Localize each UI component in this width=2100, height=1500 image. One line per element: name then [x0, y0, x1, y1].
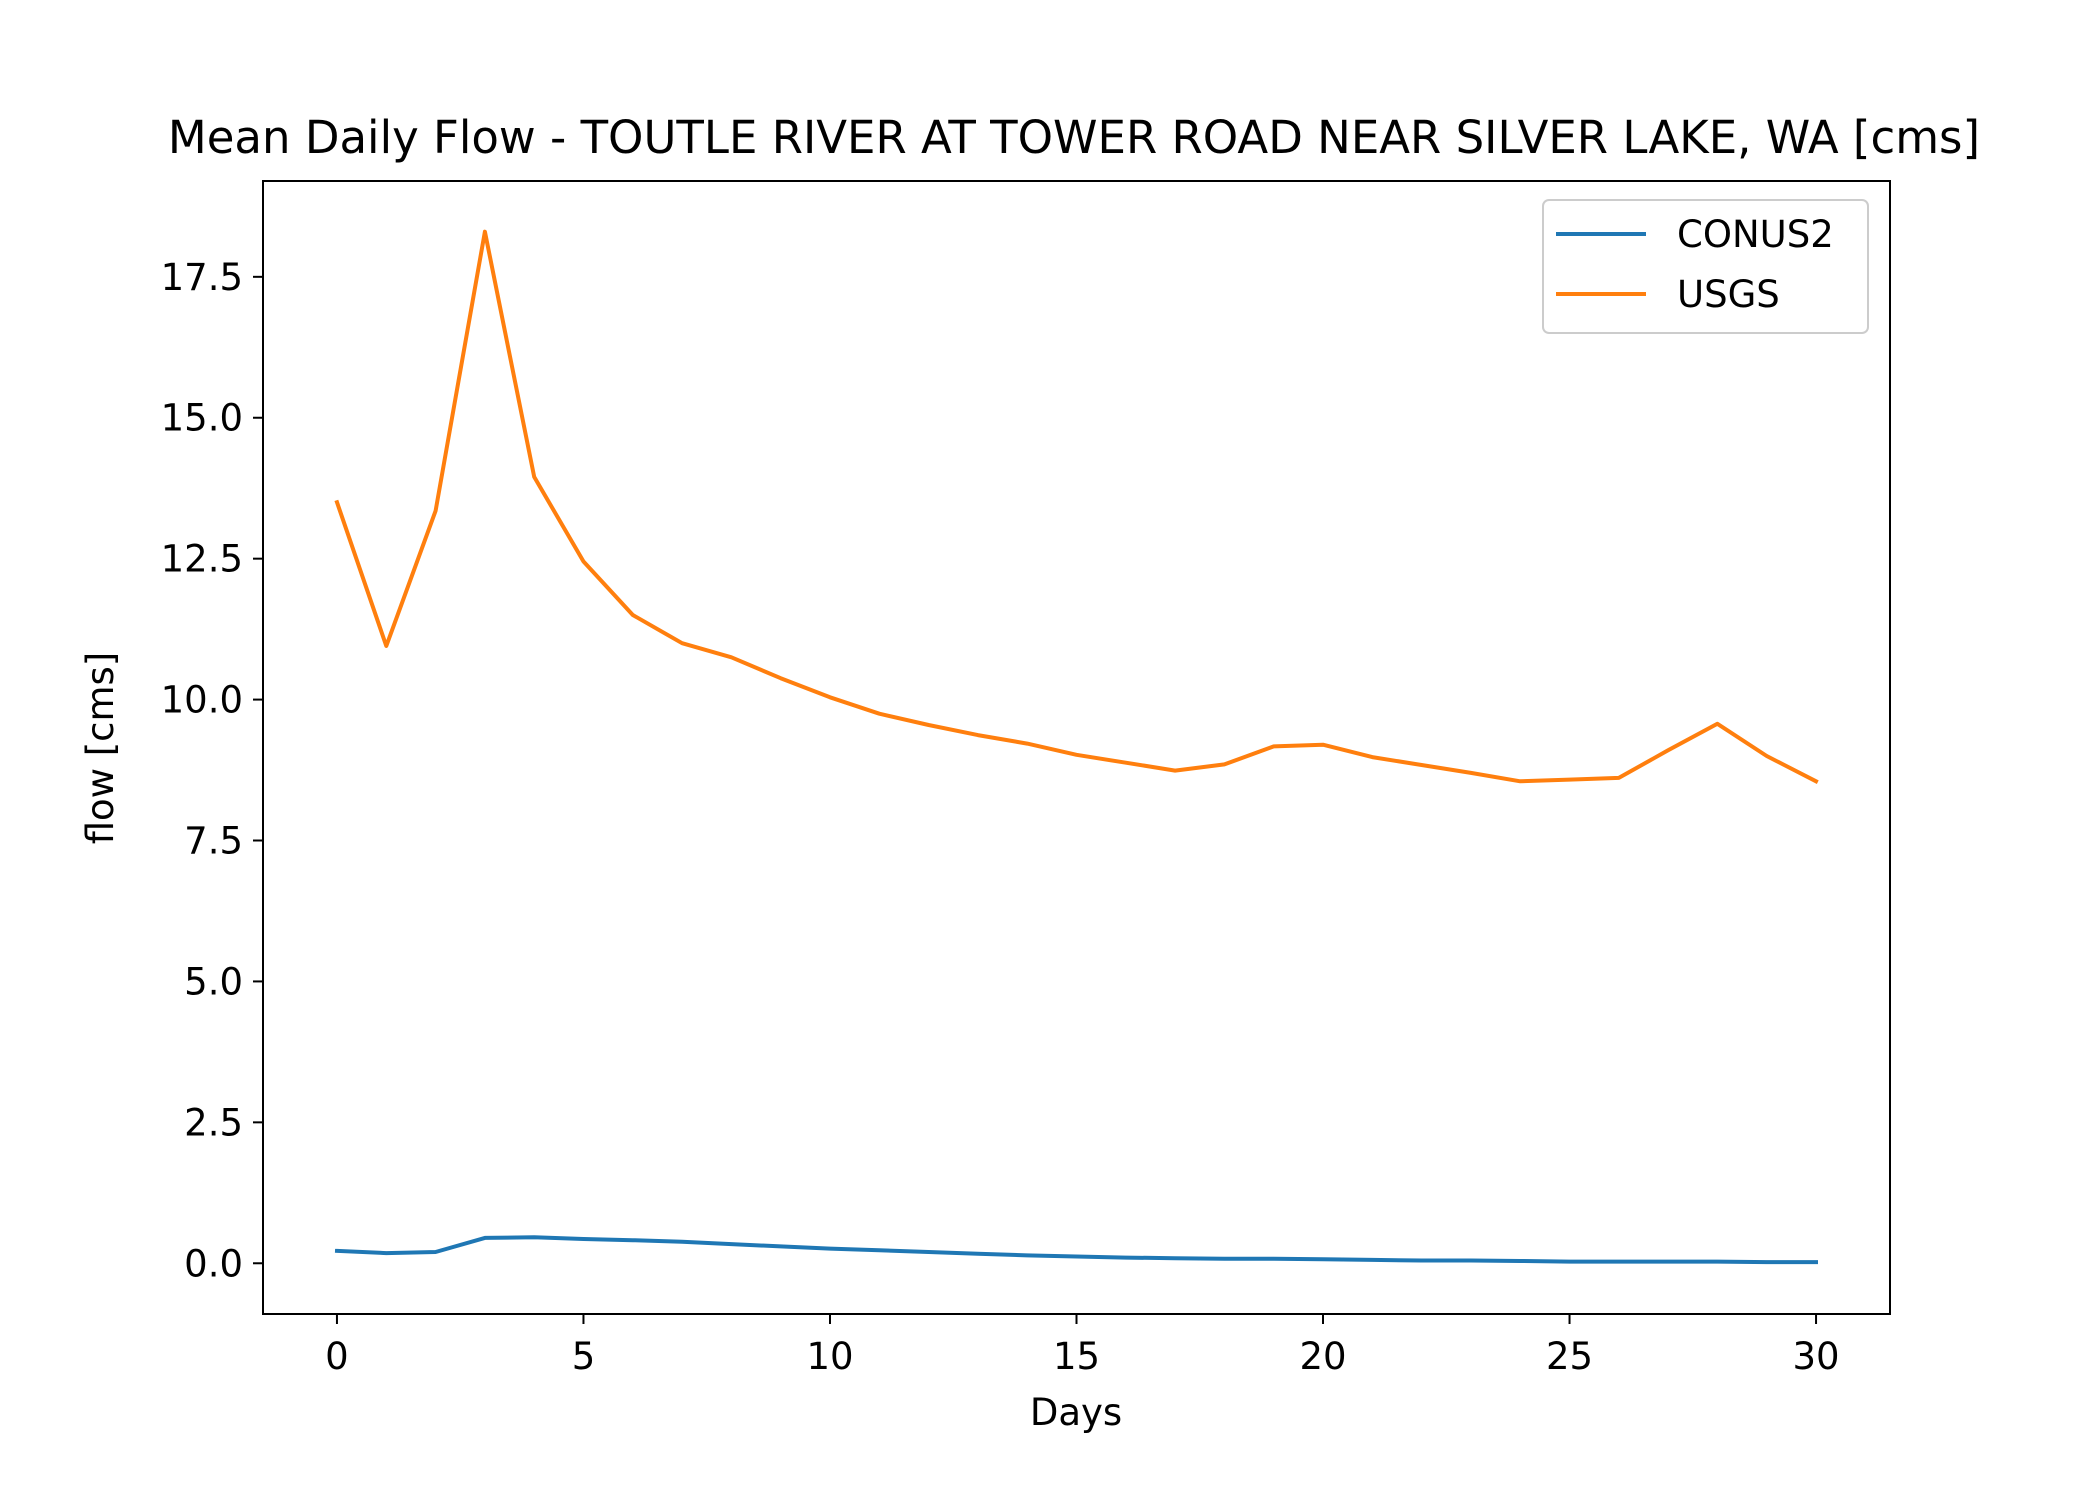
x-tick-label: 15	[1053, 1335, 1100, 1378]
x-axis: 0 5 10 15 20 25 30	[325, 1314, 1840, 1378]
y-axis: 0.0 2.5 5.0 7.5 10.0 12.5 15.0 17.5	[161, 256, 263, 1285]
y-axis-label: flow [cms]	[79, 652, 122, 845]
x-tick-label: 10	[806, 1335, 853, 1378]
y-tick-label: 12.5	[161, 538, 243, 581]
y-tick-label: 7.5	[184, 820, 243, 863]
legend: CONUS2 USGS	[1542, 199, 1869, 334]
legend-label-usgs: USGS	[1677, 273, 1780, 316]
x-tick-label: 30	[1792, 1335, 1839, 1378]
plot-area	[334, 229, 1819, 1265]
x-axis-label: Days	[1030, 1391, 1122, 1434]
y-tick-label: 0.0	[184, 1242, 243, 1285]
y-tick-label: 5.0	[184, 960, 243, 1003]
y-tick-label: 2.5	[184, 1101, 243, 1144]
y-tick-label: 10.0	[161, 679, 243, 722]
x-tick-label: 0	[325, 1335, 349, 1378]
chart-title: Mean Daily Flow - TOUTLE RIVER AT TOWER …	[168, 111, 1980, 164]
series-line-conus2	[334, 1235, 1818, 1265]
series-line-usgs	[334, 229, 1819, 784]
y-tick-label: 17.5	[161, 256, 243, 299]
x-tick-label: 20	[1299, 1335, 1346, 1378]
legend-label-conus2: CONUS2	[1677, 213, 1834, 256]
y-tick-label: 15.0	[161, 397, 243, 440]
x-tick-label: 5	[572, 1335, 596, 1378]
x-tick-label: 25	[1546, 1335, 1593, 1378]
